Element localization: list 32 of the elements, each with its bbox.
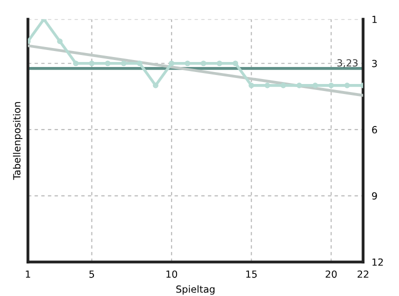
point <box>57 38 63 44</box>
y-axis-title: Tabellenposition <box>12 102 22 180</box>
point <box>168 60 174 66</box>
point <box>73 60 79 66</box>
point <box>216 60 222 66</box>
line-series <box>28 19 364 88</box>
x-tick-label: 10 <box>166 270 178 278</box>
point <box>104 60 111 66</box>
y-tick-label: 6 <box>372 126 377 134</box>
x-tick-label: 5 <box>89 270 94 278</box>
point <box>88 60 95 66</box>
point <box>200 60 206 66</box>
point <box>280 82 286 88</box>
x-tick-label: 22 <box>358 270 368 278</box>
point <box>152 82 158 88</box>
y-tick-label: 9 <box>372 192 377 200</box>
y-tick-label: 1 <box>372 16 377 23</box>
y-tick-label: 3 <box>372 60 377 68</box>
ref-line-label: 3,23 <box>337 59 358 68</box>
point <box>232 60 238 66</box>
point <box>248 82 254 88</box>
point <box>120 60 126 66</box>
point <box>264 82 270 88</box>
y-tick-label: 12 <box>372 258 383 266</box>
point <box>184 60 190 66</box>
x-axis-title: Spieltag <box>176 285 214 295</box>
point <box>136 60 142 66</box>
point <box>344 82 350 88</box>
point <box>328 82 334 88</box>
x-tick-label: 1 <box>26 270 30 278</box>
x-tick-label: 15 <box>246 270 257 278</box>
x-tick-label: 20 <box>326 270 337 278</box>
